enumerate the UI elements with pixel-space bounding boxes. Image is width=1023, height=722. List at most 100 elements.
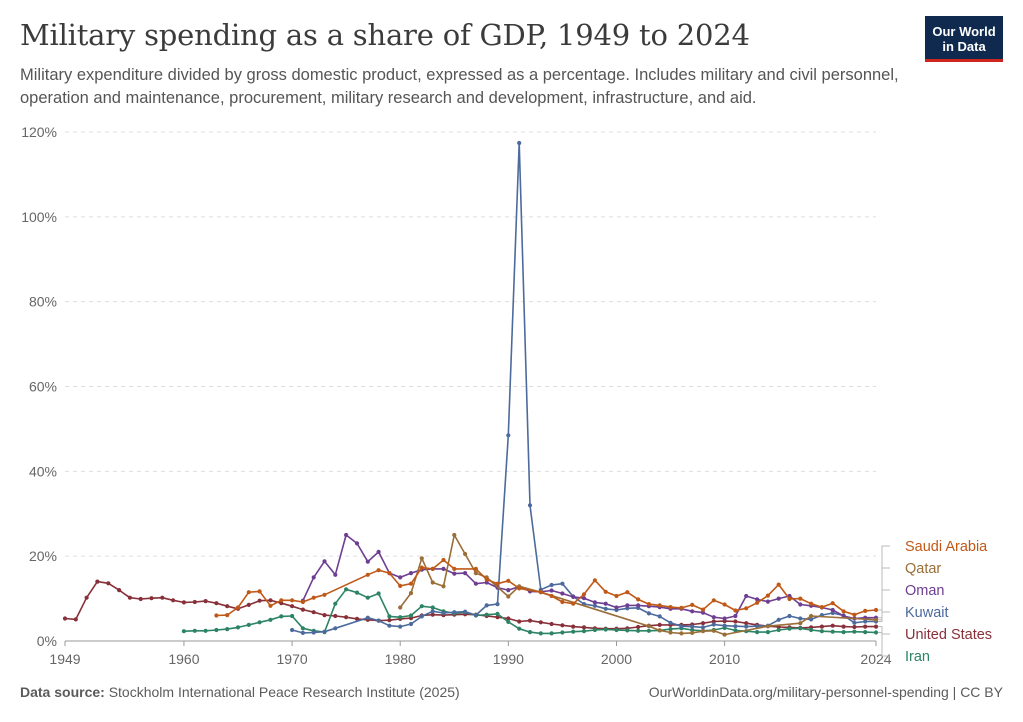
data-point-iran	[506, 619, 511, 625]
data-point-iran	[495, 611, 500, 617]
data-point-iran	[398, 615, 403, 620]
data-point-oman	[830, 607, 835, 613]
data-point-qatar	[463, 551, 468, 557]
data-point-kuwait	[333, 626, 338, 631]
data-point-iran	[625, 628, 630, 633]
data-point-oman	[603, 601, 608, 606]
owid-logo[interactable]: Our World in Data	[925, 16, 1003, 62]
y-tick-label: 60%	[29, 379, 57, 395]
data-point-kuwait	[290, 627, 295, 633]
data-point-saudi-arabia	[365, 572, 370, 577]
data-point-iran	[733, 628, 738, 633]
data-point-qatar	[690, 630, 695, 636]
data-point-iran	[668, 627, 673, 632]
data-point-qatar	[679, 631, 684, 636]
data-point-united-states	[290, 604, 295, 609]
data-point-united-states	[506, 616, 511, 621]
data-point-united-states	[149, 596, 154, 601]
data-point-saudi-arabia	[700, 607, 706, 612]
data-point-iran	[571, 629, 576, 634]
source-url[interactable]: OurWorldinData.org/military-personnel-sp…	[648, 684, 1003, 700]
data-point-saudi-arabia	[636, 597, 641, 602]
data-point-iran	[300, 626, 305, 631]
data-point-kuwait	[733, 624, 738, 629]
data-point-kuwait	[852, 620, 857, 625]
data-point-kuwait	[787, 613, 792, 619]
data-point-oman	[625, 603, 630, 608]
chart-subtitle: Military expenditure divided by gross do…	[20, 66, 899, 107]
data-point-kuwait	[744, 624, 749, 629]
data-point-united-states	[171, 598, 176, 603]
data-point-oman	[473, 581, 478, 586]
x-tick-label: 1970	[277, 651, 308, 667]
data-point-saudi-arabia	[668, 605, 673, 610]
data-point-saudi-arabia	[614, 593, 619, 599]
series-line-qatar	[399, 534, 877, 636]
data-point-oman	[452, 571, 457, 576]
data-point-kuwait	[463, 609, 468, 614]
data-point-saudi-arabia	[419, 565, 424, 570]
x-tick-label: 2024	[860, 651, 891, 667]
data-point-united-states	[549, 621, 554, 627]
data-point-united-states	[527, 618, 533, 623]
legend-label-saudi-arabia: Saudi Arabia	[905, 539, 988, 555]
data-point-saudi-arabia	[690, 602, 695, 608]
data-point-united-states	[863, 624, 868, 629]
data-point-saudi-arabia	[549, 593, 554, 599]
data-point-kuwait	[690, 624, 695, 629]
data-point-kuwait	[646, 611, 652, 616]
data-point-kuwait	[419, 614, 424, 619]
data-point-kuwait	[322, 629, 327, 634]
data-point-oman	[755, 597, 760, 602]
data-point-iran	[592, 627, 598, 633]
data-point-iran	[819, 629, 825, 634]
data-point-saudi-arabia	[755, 600, 760, 605]
data-point-united-states	[430, 612, 435, 617]
data-point-saudi-arabia	[300, 599, 305, 605]
data-point-saudi-arabia	[246, 590, 251, 595]
legend-label-qatar: Qatar	[905, 561, 941, 577]
data-point-oman	[614, 605, 619, 610]
data-point-saudi-arabia	[376, 568, 381, 573]
data-point-kuwait	[560, 581, 565, 586]
data-point-united-states	[322, 613, 327, 618]
data-point-oman	[722, 616, 727, 621]
data-point-united-states	[300, 607, 305, 612]
data-point-oman	[798, 602, 803, 607]
data-point-kuwait	[603, 606, 608, 611]
data-point-saudi-arabia	[257, 589, 262, 594]
data-point-kuwait	[398, 624, 403, 629]
data-point-iran	[484, 612, 489, 617]
chart-title: Military spending as a share of GDP, 194…	[20, 18, 750, 52]
data-point-kuwait	[549, 582, 554, 588]
data-point-united-states	[581, 625, 587, 630]
logo-line-2: in Data	[942, 39, 986, 54]
data-point-united-states	[733, 619, 738, 624]
grid-lines	[65, 131, 876, 557]
data-point-iran	[863, 630, 868, 635]
data-point-kuwait	[376, 618, 381, 623]
data-point-saudi-arabia	[571, 601, 576, 606]
data-point-qatar	[722, 632, 727, 637]
data-point-iran	[798, 626, 803, 631]
data-point-oman	[581, 596, 587, 601]
data-point-kuwait	[517, 140, 522, 146]
data-point-saudi-arabia	[830, 601, 835, 606]
data-point-saudi-arabia	[495, 581, 500, 586]
data-point-iran	[560, 630, 565, 635]
data-point-oman	[376, 549, 381, 555]
data-point-kuwait	[484, 603, 489, 608]
data-point-saudi-arabia	[235, 605, 241, 610]
data-point-united-states	[700, 621, 706, 626]
data-point-iran	[852, 629, 857, 634]
data-point-kuwait	[863, 619, 868, 624]
data-point-oman	[636, 603, 641, 608]
data-point-iran	[365, 595, 370, 600]
data-point-saudi-arabia	[517, 586, 522, 591]
data-point-saudi-arabia	[733, 608, 738, 613]
data-source: Data source: Stockholm International Pea…	[20, 684, 460, 700]
data-point-kuwait	[668, 620, 673, 625]
legend-connector-iran	[878, 632, 890, 657]
data-point-iran	[430, 605, 435, 610]
data-point-oman	[571, 594, 576, 600]
